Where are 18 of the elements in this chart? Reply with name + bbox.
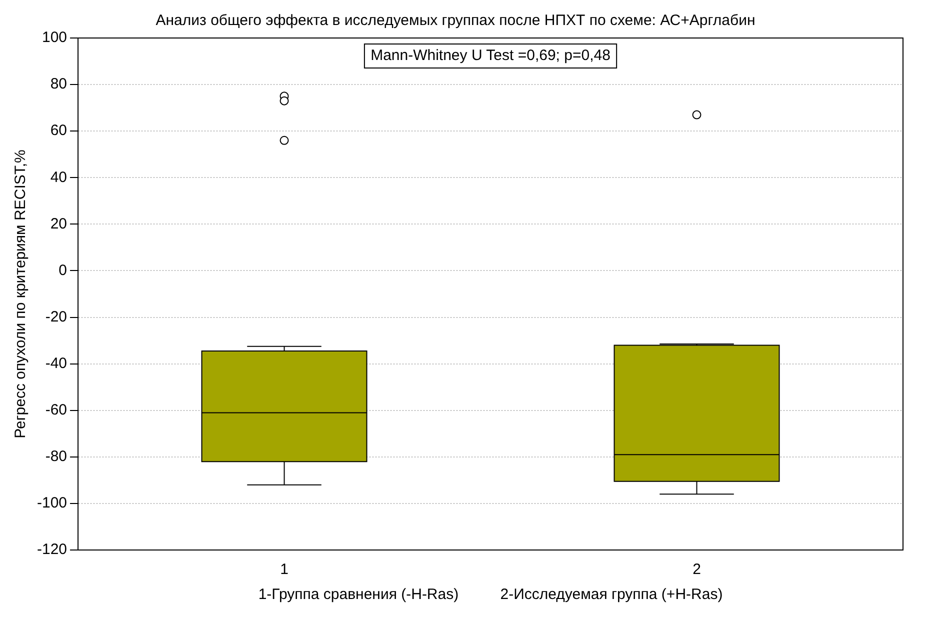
- y-tick-label: 20: [50, 215, 68, 232]
- y-tick-label: -60: [45, 402, 68, 419]
- y-tick-label: -40: [45, 354, 68, 372]
- x-tick-label: 2: [692, 561, 701, 578]
- x-axis-title: 1-Группа сравнения (-H-Ras) 2-Исследуемая группа (+H-Ras): [258, 586, 723, 604]
- y-tick-label: 80: [50, 76, 68, 93]
- annotation: Mann-Whitney U Test =0,69; p=0,48: [370, 47, 610, 64]
- y-tick-label: -120: [36, 541, 68, 558]
- y-tick-label: -80: [45, 448, 68, 466]
- y-tick-label: 60: [50, 122, 68, 140]
- chart-title: Анализ общего эффекта в исследуемых группах после НПХТ по схеме: АС+Арглабин: [156, 12, 756, 30]
- y-tick-label: -20: [45, 308, 68, 326]
- y-tick-label: 100: [42, 29, 68, 46]
- y-tick-label: 40: [50, 168, 68, 186]
- y-tick-label: 0: [58, 262, 68, 279]
- x-tick-label: 1: [280, 561, 288, 578]
- y-tick-label: -100: [36, 494, 68, 512]
- y-axis-title: Регресс опухоли по критериям RECIST,%: [12, 150, 30, 438]
